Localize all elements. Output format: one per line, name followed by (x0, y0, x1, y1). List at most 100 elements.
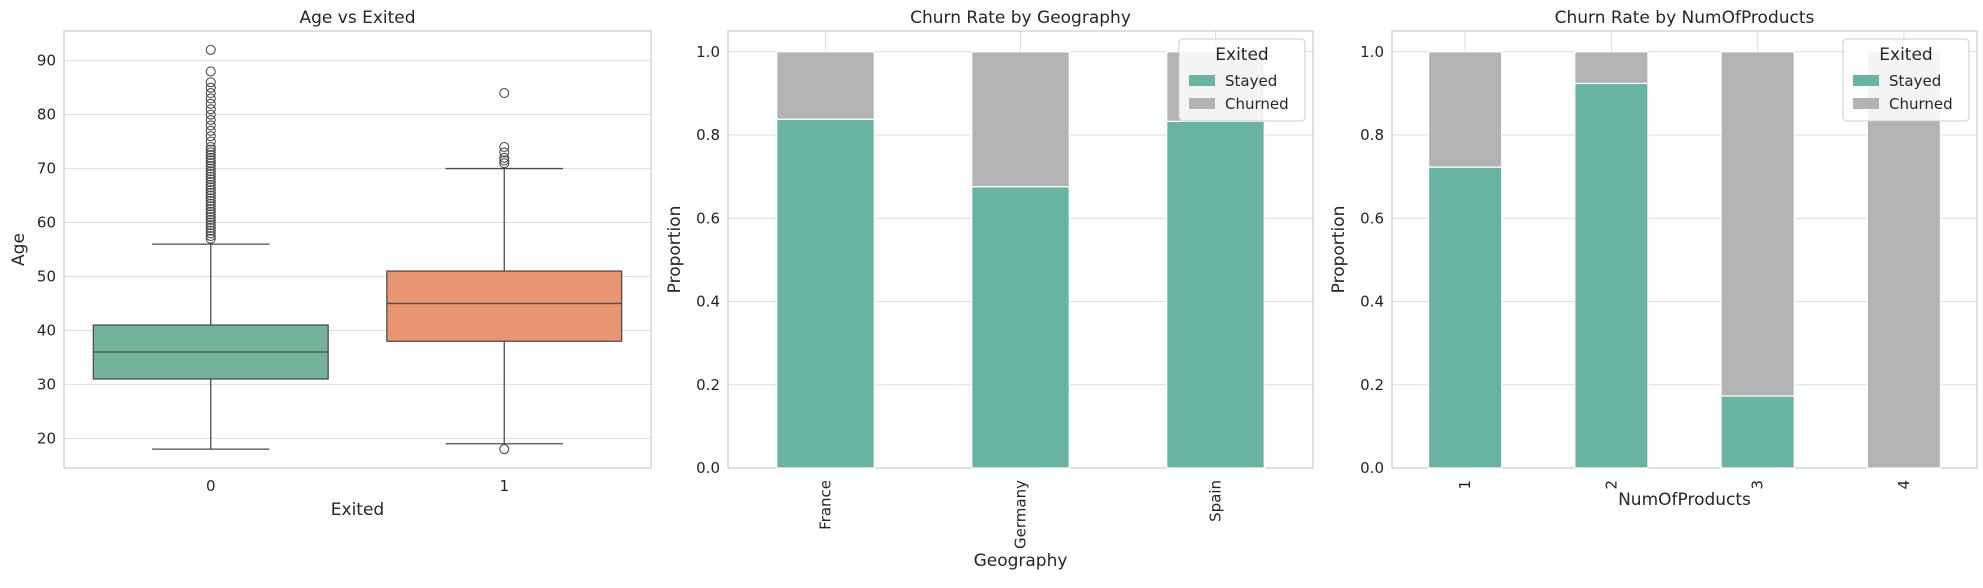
chart-title: Churn Rate by Geography (910, 8, 1131, 28)
outlier-point (205, 125, 216, 136)
outlier-point (205, 222, 216, 233)
bar-churned-3 (1720, 51, 1795, 397)
outlier-point (499, 152, 510, 163)
bar-stayed-3 (1720, 395, 1795, 469)
y-tick-label: 80 (37, 106, 56, 124)
legend-title: Exited (1879, 45, 1932, 65)
x-tick-label: 1 (499, 477, 509, 495)
outlier-point (205, 217, 216, 228)
legend: Exited Stayed Churned (1178, 38, 1306, 122)
outlier-point (499, 158, 510, 169)
y-tick-label: 30 (37, 375, 56, 393)
y-tick-label: 0.4 (1360, 293, 1384, 311)
outlier-point (205, 158, 216, 169)
y-tick-label: 0.4 (696, 293, 720, 311)
outlier-point (205, 77, 216, 88)
y-tick-label: 0.8 (1360, 126, 1384, 144)
legend-swatch-churned (1189, 98, 1215, 109)
outlier-point (205, 166, 216, 177)
y-tick-label: 0.0 (1360, 459, 1384, 477)
outlier-point (205, 131, 216, 142)
outlier-point (205, 190, 216, 201)
legend: Exited Stayed Churned (1842, 38, 1970, 122)
chart-title: Age vs Exited (299, 8, 415, 28)
y-axis-label: Proportion (665, 206, 685, 294)
outlier-point (205, 230, 216, 242)
y-tick-label: 0.2 (1360, 376, 1384, 394)
bar-churned-france (776, 51, 875, 120)
bar-churned-2 (1574, 51, 1649, 85)
chart-churn-numofproducts: 0.0 0.2 0.4 0.6 0.8 1.0 1 2 3 4 Churn Rate by NumO… (1329, 8, 1978, 510)
outlier-point (499, 147, 510, 158)
legend-label-churned: Churned (1225, 95, 1289, 113)
y-tick-label: 1.0 (1360, 43, 1384, 61)
outlier-point (499, 141, 510, 153)
outlier-point (205, 155, 216, 166)
legend-title: Exited (1215, 45, 1268, 65)
x-axis-label: NumOfProducts (1618, 490, 1751, 510)
y-tick-label: 90 (37, 52, 56, 70)
x-axis-label: Exited (331, 500, 384, 520)
y-axis-label: Proportion (1329, 206, 1349, 294)
box-1 (386, 87, 623, 455)
outlier-point (205, 185, 216, 196)
outlier-point (499, 444, 510, 455)
outlier-point (205, 228, 216, 239)
x-tick-label: France (817, 480, 835, 530)
legend-swatch-churned (1853, 98, 1879, 109)
chart-churn-geography: 0.0 0.2 0.4 0.6 0.8 1.0 France Germany Spain Chur… (665, 8, 1314, 571)
y-tick-label: 0.6 (1360, 209, 1384, 227)
legend-label-stayed: Stayed (1225, 72, 1277, 90)
outlier-point (205, 233, 216, 244)
outlier-point (205, 152, 216, 163)
outlier-point (205, 141, 216, 153)
x-tick-label: 0 (206, 477, 216, 495)
outlier-point (205, 174, 216, 185)
outlier-point (205, 147, 216, 158)
outlier-point (205, 93, 216, 104)
legend-label-stayed: Stayed (1889, 72, 1941, 90)
x-tick-label: 2 (1602, 480, 1620, 490)
outlier-point (205, 220, 216, 231)
outlier-point (205, 160, 216, 171)
y-axis-label: Age (9, 233, 29, 266)
outlier-point (205, 179, 216, 190)
outlier-point (205, 109, 216, 120)
outlier-point (205, 136, 216, 147)
x-tick-label: 3 (1749, 480, 1767, 490)
outlier-point (205, 203, 216, 215)
y-tick-label: 0.6 (696, 209, 720, 227)
outlier-point (205, 177, 216, 188)
outlier-point (499, 87, 510, 99)
box-iqr (386, 270, 623, 342)
y-tick-label: 50 (37, 267, 56, 285)
chart-age-vs-exited: 20 30 40 50 60 70 80 90 0 1 Age vs Exited Exited Age (9, 8, 652, 520)
y-tick-label: 70 (37, 160, 56, 178)
outlier-point (205, 201, 216, 212)
y-tick-label: 20 (37, 429, 56, 447)
y-tick-label: 40 (37, 321, 56, 339)
outlier-point (205, 212, 216, 223)
outlier-point (205, 104, 216, 115)
bar-stayed-spain (1166, 120, 1265, 469)
outlier-point (205, 44, 216, 55)
bar-churned-germany (971, 51, 1070, 188)
y-tick-label: 1.0 (696, 43, 720, 61)
y-tick-label: 60 (37, 214, 56, 232)
y-tick-label: 0.0 (696, 459, 720, 477)
outlier-point (205, 206, 216, 217)
x-axis-label: Geography (974, 551, 1068, 571)
bar-stayed-1 (1427, 166, 1503, 469)
outlier-point (205, 187, 216, 198)
outlier-point (205, 114, 216, 126)
outlier-point (205, 168, 216, 180)
outlier-point (205, 225, 216, 236)
chart-title: Churn Rate by NumOfProducts (1555, 8, 1815, 28)
outlier-point (205, 198, 216, 209)
outlier-point (499, 155, 510, 166)
legend-swatch-stayed (1853, 75, 1879, 86)
bar-stayed-germany (971, 186, 1070, 469)
legend-label-churned: Churned (1889, 95, 1953, 113)
